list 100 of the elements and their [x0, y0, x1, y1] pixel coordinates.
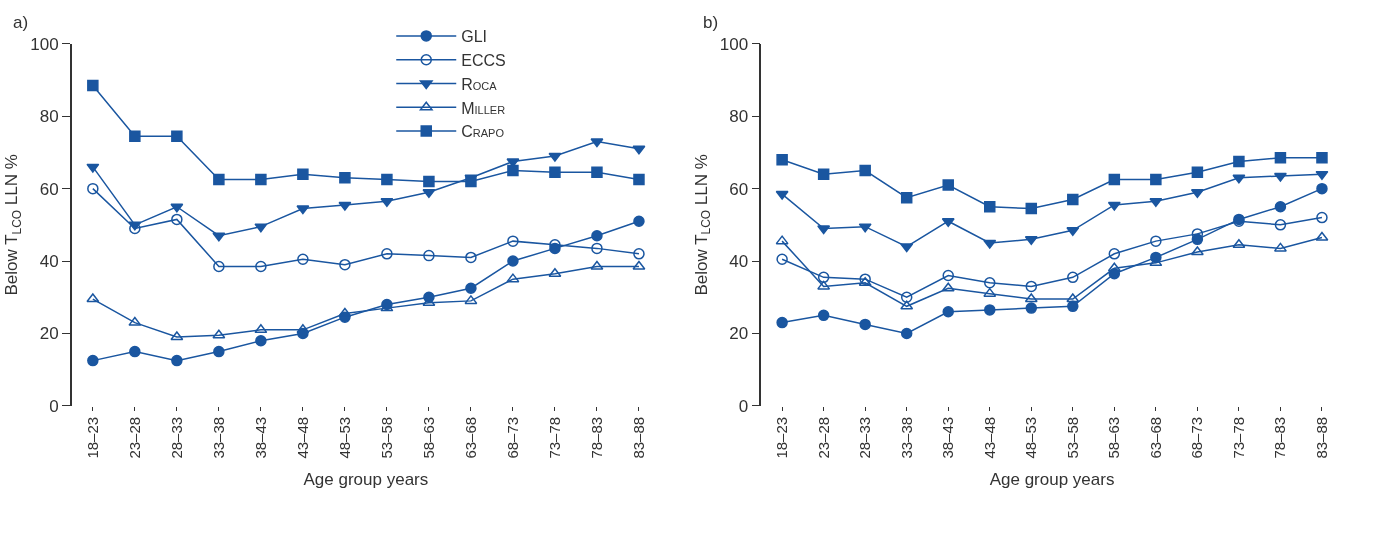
- point: [465, 175, 477, 188]
- x-tick-label: 83–88: [1312, 416, 1330, 459]
- point: [632, 260, 646, 270]
- point: [1107, 262, 1121, 272]
- y-tick-label: 40: [39, 252, 59, 271]
- point: [1150, 173, 1162, 186]
- point: [775, 190, 789, 200]
- point: [900, 243, 914, 253]
- point: [983, 287, 997, 297]
- x-tick-label: 18–23: [772, 416, 790, 459]
- point: [1067, 271, 1079, 284]
- y-tick-label: 60: [729, 179, 749, 199]
- x-tick-label: 63–68: [1146, 416, 1164, 459]
- point: [984, 277, 996, 289]
- x-tick-label: 58–63: [419, 416, 437, 459]
- point: [900, 300, 914, 310]
- x-tick-label: 63–68: [461, 416, 479, 459]
- point: [464, 295, 478, 305]
- point: [1067, 300, 1079, 313]
- y-tick-label: 20: [39, 324, 59, 344]
- x-tick-label: 38–43: [251, 416, 269, 459]
- point: [633, 173, 645, 186]
- y-tick-label: 60: [39, 179, 59, 199]
- point: [859, 164, 871, 177]
- point: [817, 225, 831, 235]
- point: [776, 316, 788, 329]
- y-tick-label: 100: [719, 34, 749, 54]
- point: [86, 293, 100, 303]
- point: [212, 232, 226, 242]
- point: [1024, 236, 1038, 246]
- point: [297, 168, 309, 180]
- legend-label: Crapo: [461, 123, 505, 141]
- point: [87, 354, 99, 367]
- point: [776, 253, 788, 265]
- point: [339, 172, 351, 184]
- x-tick-label: 53–58: [1063, 416, 1081, 459]
- point: [1108, 248, 1121, 260]
- point: [776, 153, 788, 166]
- chart-title: a): [13, 13, 29, 32]
- point: [1190, 246, 1204, 256]
- x-tick-label: 38–43: [939, 416, 957, 459]
- point: [942, 305, 954, 318]
- point: [423, 175, 435, 188]
- point: [213, 173, 225, 186]
- point: [255, 260, 267, 273]
- point: [1274, 219, 1287, 231]
- point: [858, 223, 872, 233]
- point: [297, 253, 309, 265]
- chart-title: b): [703, 13, 719, 32]
- point: [1025, 280, 1038, 293]
- x-tick-label: 68–73: [1188, 416, 1206, 459]
- point: [1067, 193, 1079, 206]
- point: [941, 217, 955, 227]
- x-tick-label: 78–83: [587, 416, 605, 459]
- point: [633, 215, 645, 227]
- x-tick-label: 28–33: [856, 416, 874, 459]
- x-tick-label: 33–38: [209, 416, 227, 459]
- point: [1274, 200, 1287, 213]
- point: [984, 200, 996, 213]
- point: [900, 291, 913, 304]
- point: [942, 179, 954, 191]
- point: [381, 248, 393, 260]
- point: [212, 329, 226, 339]
- point: [339, 258, 351, 271]
- point: [129, 345, 141, 358]
- legend-label: GLI: [461, 28, 488, 46]
- point: [548, 267, 562, 277]
- point: [1316, 152, 1328, 164]
- x-tick-label: 43–48: [980, 416, 998, 459]
- point: [1108, 173, 1121, 186]
- point: [128, 221, 142, 231]
- point: [1066, 293, 1080, 303]
- point: [1191, 166, 1204, 179]
- point: [255, 334, 267, 347]
- point: [590, 138, 604, 148]
- point: [213, 260, 225, 273]
- point: [1025, 302, 1038, 314]
- legend-label: ECCS: [461, 51, 506, 69]
- point: [817, 280, 831, 290]
- point: [170, 203, 184, 213]
- point: [1150, 235, 1162, 247]
- point: [900, 327, 913, 340]
- point: [1066, 227, 1080, 237]
- point: [213, 345, 225, 358]
- point: [591, 229, 603, 242]
- x-axis-title: Age group years: [989, 470, 1115, 489]
- x-tick-label: 48–53: [335, 416, 353, 459]
- x-tick-label: 23–28: [125, 416, 143, 459]
- point: [632, 145, 646, 155]
- x-tick-label: 83–88: [629, 416, 647, 459]
- y-tick-label: 80: [39, 107, 59, 127]
- legend-label: Miller: [461, 99, 506, 117]
- point: [507, 255, 519, 267]
- x-tick-label: 33–38: [897, 416, 915, 459]
- x-tick-label: 28–33: [167, 416, 185, 459]
- point: [775, 235, 789, 245]
- point: [591, 166, 603, 179]
- point: [87, 79, 99, 92]
- y-tick-label: 40: [729, 252, 749, 271]
- point: [941, 282, 955, 292]
